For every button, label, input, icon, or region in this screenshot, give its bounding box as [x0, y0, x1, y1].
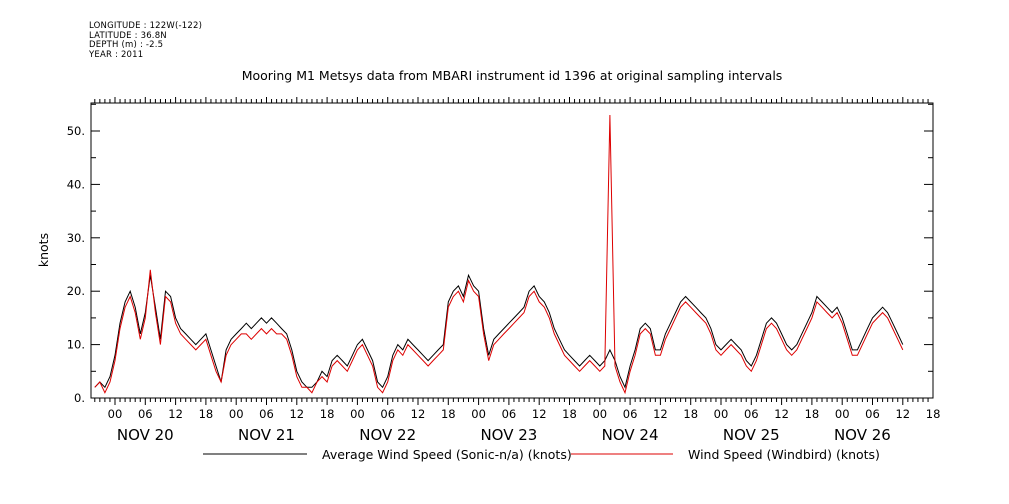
- y-axis-label: knots: [36, 233, 51, 267]
- day-label: NOV 25: [723, 426, 780, 444]
- series-line-windbird: [94, 114, 904, 395]
- x-tick-label: 06: [744, 407, 759, 421]
- x-tick-label: 12: [653, 407, 668, 421]
- y-axis: 0. 10. 20. 30. 40. 50.: [67, 103, 933, 405]
- x-tick-label: 00: [350, 407, 365, 421]
- y-tick-label: 50.: [67, 124, 85, 138]
- y-tick-label: 30.: [67, 231, 85, 245]
- y-tick-label: 10.: [67, 338, 85, 352]
- y-tick-label: 40.: [67, 177, 85, 191]
- x-tick-label: 12: [774, 407, 789, 421]
- x-tick-label: 18: [683, 407, 698, 421]
- legend: Average Wind Speed (Sonic-n/a) (knots) W…: [203, 447, 880, 462]
- y-tick-label: 20.: [67, 284, 85, 298]
- longitude-text: LONGITUDE : 122W(-122): [89, 21, 203, 31]
- latitude-text: LATITUDE : 36.8N: [89, 30, 167, 41]
- x-tick-label: 18: [926, 407, 941, 421]
- y-tick-label: 0.: [74, 391, 85, 405]
- x-tick-label: 06: [380, 407, 395, 421]
- legend-red-label: Wind Speed (Windbird) (knots): [688, 447, 880, 462]
- x-tick-label: 12: [168, 407, 183, 421]
- x-tick-label: 00: [108, 407, 123, 421]
- depth-text: DEPTH (m) : -2.5: [89, 40, 164, 50]
- legend-black-label: Average Wind Speed (Sonic-n/a) (knots): [322, 447, 572, 462]
- x-tick-label: 18: [199, 407, 214, 421]
- x-tick-label: 18: [562, 407, 577, 421]
- day-label: NOV 22: [359, 426, 416, 444]
- x-tick-label: 00: [229, 407, 244, 421]
- x-tick-label: 06: [502, 407, 517, 421]
- x-tick-label: 00: [471, 407, 486, 421]
- x-tick-label: 12: [289, 407, 304, 421]
- chart-title: Mooring M1 Metsys data from MBARI instru…: [242, 68, 783, 83]
- x-tick-label: 00: [592, 407, 607, 421]
- day-label: NOV 23: [480, 426, 537, 444]
- day-label: NOV 20: [117, 426, 174, 444]
- series-line-average-wind: [94, 273, 904, 389]
- metadata-block: LONGITUDE : 122W(-122) LATITUDE : 36.8N …: [89, 21, 203, 60]
- x-tick-label: 18: [320, 407, 335, 421]
- x-tick-label: 12: [532, 407, 547, 421]
- x-tick-label: 06: [623, 407, 638, 421]
- day-label: NOV 24: [602, 426, 659, 444]
- x-axis: 00 06 12 18 00 06 12 18 00 06 12 18 00 06 12 18 00 06 12 18…: [108, 407, 941, 444]
- series-layer: [94, 114, 904, 395]
- x-tick-label: 12: [411, 407, 426, 421]
- day-label: NOV 26: [834, 426, 891, 444]
- x-tick-label: 00: [714, 407, 729, 421]
- x-tick-label: 06: [865, 407, 880, 421]
- x-tick-label: 18: [805, 407, 820, 421]
- year-text: YEAR : 2011: [89, 49, 144, 60]
- x-tick-label: 00: [835, 407, 850, 421]
- x-tick-label: 18: [441, 407, 456, 421]
- plot-frame: [90, 97, 934, 405]
- plot-border: [90, 102, 934, 399]
- x-tick-label: 06: [259, 407, 274, 421]
- x-tick-label: 12: [895, 407, 910, 421]
- x-tick-label: 06: [138, 407, 153, 421]
- day-label: NOV 21: [238, 426, 295, 444]
